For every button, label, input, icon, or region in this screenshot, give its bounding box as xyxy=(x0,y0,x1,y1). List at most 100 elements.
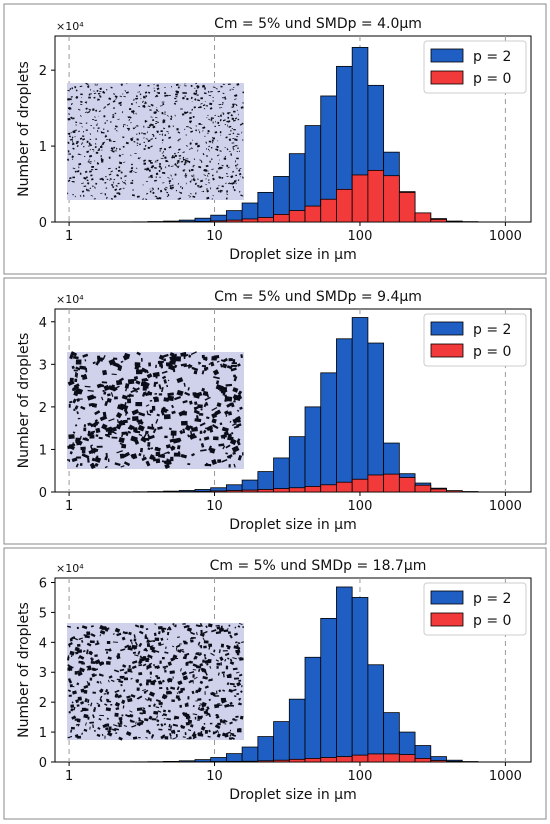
inset-particle xyxy=(238,679,242,682)
inset-particle xyxy=(163,458,171,465)
inset-particle xyxy=(196,94,199,96)
inset-particle xyxy=(128,665,131,668)
inset-particle xyxy=(187,729,192,732)
inset-particle xyxy=(187,160,190,163)
histogram-bar xyxy=(430,760,447,763)
inset-particle xyxy=(96,445,103,448)
inset-particle xyxy=(198,129,200,131)
inset-particle xyxy=(82,376,88,381)
inset-particle xyxy=(125,413,127,416)
inset-particle xyxy=(114,127,116,130)
inset-particle xyxy=(231,117,234,120)
inset-particle xyxy=(104,465,108,469)
inset-particle xyxy=(129,710,133,713)
inset-particle xyxy=(96,162,100,165)
inset-particle xyxy=(99,95,102,98)
inset-particle xyxy=(127,697,133,703)
histogram-bar xyxy=(304,406,322,493)
inset-particle xyxy=(70,708,74,712)
inset-particle xyxy=(94,116,96,118)
inset-particle xyxy=(167,709,171,713)
inset-particle xyxy=(225,197,228,200)
inset-particle xyxy=(83,177,86,179)
inset-particle xyxy=(170,117,173,121)
inset-particle xyxy=(138,737,141,739)
inset-particle xyxy=(230,114,233,117)
inset-particle xyxy=(185,182,187,185)
inset-particle xyxy=(209,665,212,669)
inset-particle xyxy=(232,119,236,122)
inset-particle xyxy=(185,173,187,175)
inset-particle xyxy=(93,706,97,710)
inset-particle xyxy=(147,139,151,143)
y-axis-label: Number of droplets xyxy=(16,61,32,197)
inset-particle xyxy=(155,122,157,125)
inset-particle xyxy=(96,83,98,86)
inset-particle xyxy=(123,124,126,126)
inset-particle xyxy=(142,663,147,667)
inset-particle xyxy=(230,402,235,408)
series-p0 xyxy=(163,753,479,763)
inset-particle xyxy=(208,698,211,701)
inset-particle xyxy=(181,671,188,676)
inset-particle xyxy=(185,715,191,720)
inset-particle xyxy=(157,187,160,190)
inset-particle xyxy=(72,176,76,179)
inset-particle xyxy=(162,103,165,106)
inset-particle xyxy=(87,389,94,392)
inset-particle xyxy=(171,155,175,159)
inset-particle xyxy=(113,357,118,360)
inset-particle xyxy=(149,160,152,162)
inset-particle xyxy=(212,86,216,88)
inset-particle xyxy=(72,147,75,150)
inset-particle xyxy=(97,161,99,164)
inset-particle xyxy=(72,181,75,183)
inset-particle xyxy=(143,147,146,151)
inset-particle xyxy=(199,159,202,162)
inset-particle xyxy=(90,88,92,91)
inset-particle xyxy=(70,132,72,134)
inset-particle xyxy=(175,163,176,165)
inset-particle xyxy=(108,173,112,176)
inset-particle xyxy=(198,186,200,188)
inset-particle xyxy=(169,670,175,674)
inset-particle xyxy=(109,178,112,181)
inset-particle xyxy=(202,190,205,193)
inset-particle xyxy=(105,661,111,665)
inset-particle xyxy=(232,170,235,173)
inset-particle xyxy=(77,417,81,420)
inset-particle xyxy=(181,113,185,116)
inset-particle xyxy=(226,645,231,650)
inset-particle xyxy=(99,681,102,685)
inset-particle xyxy=(162,151,164,153)
inset-particle xyxy=(144,91,148,94)
inset-particle xyxy=(157,630,161,635)
inset-particle xyxy=(80,100,83,103)
inset-particle xyxy=(228,112,231,114)
inset-particle xyxy=(134,153,137,155)
inset-particle xyxy=(215,380,220,385)
inset-particle xyxy=(241,122,244,125)
inset-background xyxy=(67,83,244,200)
inset-particle xyxy=(219,190,222,193)
inset-particle xyxy=(148,362,152,367)
inset-particle xyxy=(134,438,140,445)
inset-particle xyxy=(106,393,111,397)
inset-particle xyxy=(74,131,76,133)
inset-particle xyxy=(138,682,143,687)
inset-particle xyxy=(86,179,89,182)
inset-particle xyxy=(242,626,245,628)
inset-particle xyxy=(211,139,214,142)
inset-particle xyxy=(223,96,226,99)
inset-particle xyxy=(141,456,147,462)
inset-particle xyxy=(203,722,206,725)
inset-particle xyxy=(149,124,151,126)
inset-particle xyxy=(183,624,189,629)
inset-particle xyxy=(152,703,156,707)
inset-particle xyxy=(211,458,218,466)
inset-particle xyxy=(202,85,205,88)
inset-particle xyxy=(130,166,134,170)
inset-particle xyxy=(229,682,235,686)
inset-particle xyxy=(112,150,115,153)
inset-particle xyxy=(129,719,133,722)
